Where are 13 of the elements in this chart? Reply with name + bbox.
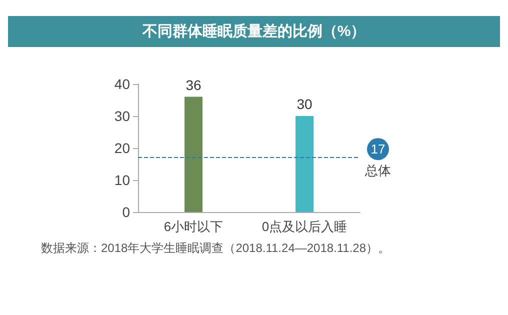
chart-title: 不同群体睡眠质量差的比例（%） xyxy=(141,23,366,40)
y-tick-label: 30 xyxy=(114,108,130,124)
data-label: 30 xyxy=(296,96,312,112)
source-note: 数据来源：2018年大学生睡眠调查（2018.11.24—2018.11.28）。 xyxy=(41,241,390,255)
text: 总体 xyxy=(364,163,391,178)
y-tick-label: 20 xyxy=(114,140,130,156)
y-tick-label: 40 xyxy=(114,76,130,92)
data-label: 36 xyxy=(186,76,202,93)
y-tick-label: 0 xyxy=(122,204,130,220)
y-tick-label: 10 xyxy=(114,172,130,188)
ref-line-label: 17 xyxy=(370,142,386,157)
x-tick-label: 0点及以后入睡 xyxy=(262,219,348,234)
x-tick-label: 6小时以下 xyxy=(164,219,224,234)
